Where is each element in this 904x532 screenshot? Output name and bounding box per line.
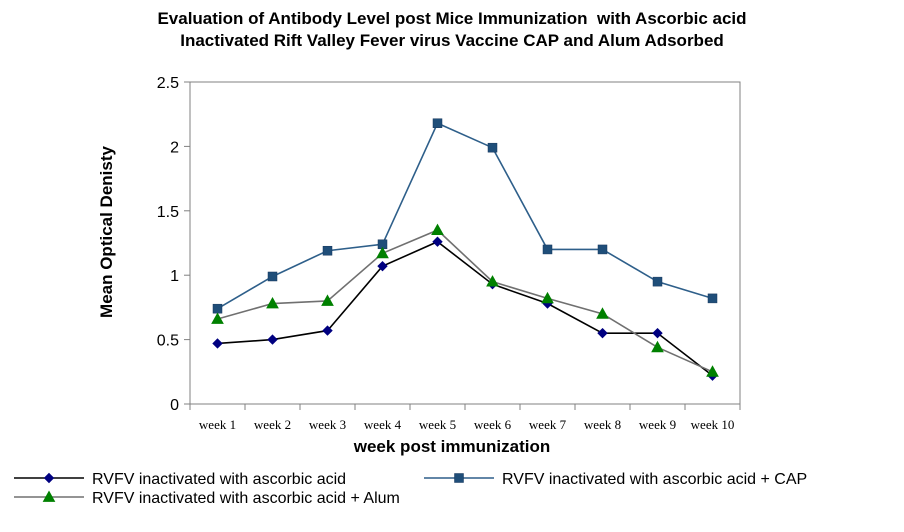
data-point xyxy=(267,334,278,345)
series-line xyxy=(217,229,713,373)
x-tick-label: week 3 xyxy=(309,417,346,432)
data-point xyxy=(541,291,554,304)
data-point xyxy=(542,244,553,255)
y-axis-label: Mean Optical Denisty xyxy=(97,145,116,317)
data-point xyxy=(376,246,389,259)
x-tick-label: week 9 xyxy=(639,417,676,432)
data-point xyxy=(432,236,443,247)
legend-item: RVFV inactivated with ascorbic acid xyxy=(14,471,346,488)
data-point xyxy=(596,307,609,319)
data-point xyxy=(321,294,334,306)
y-tick-label: 1 xyxy=(170,268,179,285)
x-tick-label: week 10 xyxy=(691,417,735,432)
data-point xyxy=(212,338,223,349)
x-tick-label: week 2 xyxy=(254,417,291,432)
legend-label: RVFV inactivated with ascorbic acid + Al… xyxy=(92,490,400,507)
y-axis: 0 0.5 1 1.5 2 2.5 xyxy=(157,75,190,414)
legend-marker xyxy=(43,472,55,484)
data-point xyxy=(487,142,498,153)
series-2 xyxy=(212,118,718,314)
y-tick-label: 0.5 xyxy=(157,333,179,350)
series-line xyxy=(217,240,713,377)
data-point xyxy=(597,244,608,255)
series-1 xyxy=(212,236,718,381)
x-tick-label: week 5 xyxy=(419,417,456,432)
data-point xyxy=(322,325,333,336)
y-tick-label: 0 xyxy=(170,397,179,414)
legend-item: RVFV inactivated with ascorbic acid + Al… xyxy=(14,490,400,507)
chart-title-line-1: Evaluation of Antibody Level post Mice I… xyxy=(157,9,747,28)
data-point xyxy=(651,340,664,353)
data-point xyxy=(486,275,499,287)
data-point xyxy=(266,297,279,309)
x-tick-label: week 1 xyxy=(199,417,236,432)
data-point xyxy=(212,303,223,314)
legend-marker xyxy=(42,490,56,502)
data-point xyxy=(432,118,443,128)
x-axis-label: week post immunization xyxy=(353,437,550,456)
data-point xyxy=(652,276,663,287)
series-layer xyxy=(211,118,719,381)
legend-item: RVFV inactivated with ascorbic acid + CA… xyxy=(424,471,807,488)
x-tick-label: week 7 xyxy=(529,417,567,432)
chart-title: Evaluation of Antibody Level post Mice I… xyxy=(0,8,904,52)
data-point xyxy=(706,365,719,377)
legend-label: RVFV inactivated with ascorbic acid + CA… xyxy=(502,471,807,488)
chart-title-line-2: Inactivated Rift Valley Fever virus Vacc… xyxy=(180,31,724,50)
y-tick-label: 2 xyxy=(170,139,179,156)
x-tick-label: week 8 xyxy=(584,417,621,432)
y-tick-label: 1.5 xyxy=(157,204,179,221)
plot-area xyxy=(189,81,741,405)
y-tick-label: 2.5 xyxy=(157,75,179,92)
data-point xyxy=(707,293,718,304)
data-point xyxy=(211,312,224,324)
data-point xyxy=(267,271,278,282)
x-tick-label: week 4 xyxy=(364,417,402,432)
legend-label: RVFV inactivated with ascorbic acid xyxy=(92,471,346,488)
x-axis: week 1 week 2 week 3 week 4 week 5 week 6 week… xyxy=(189,404,741,432)
data-point xyxy=(652,327,663,339)
data-point xyxy=(322,245,333,256)
series-3 xyxy=(211,223,719,377)
data-point xyxy=(597,327,608,339)
x-tick-label: week 6 xyxy=(474,417,512,432)
data-point xyxy=(431,223,444,236)
data-point xyxy=(377,260,388,272)
legend: RVFV inactivated with ascorbic acid RVFV … xyxy=(14,471,807,507)
legend-marker xyxy=(454,473,464,483)
series-line xyxy=(217,122,713,310)
